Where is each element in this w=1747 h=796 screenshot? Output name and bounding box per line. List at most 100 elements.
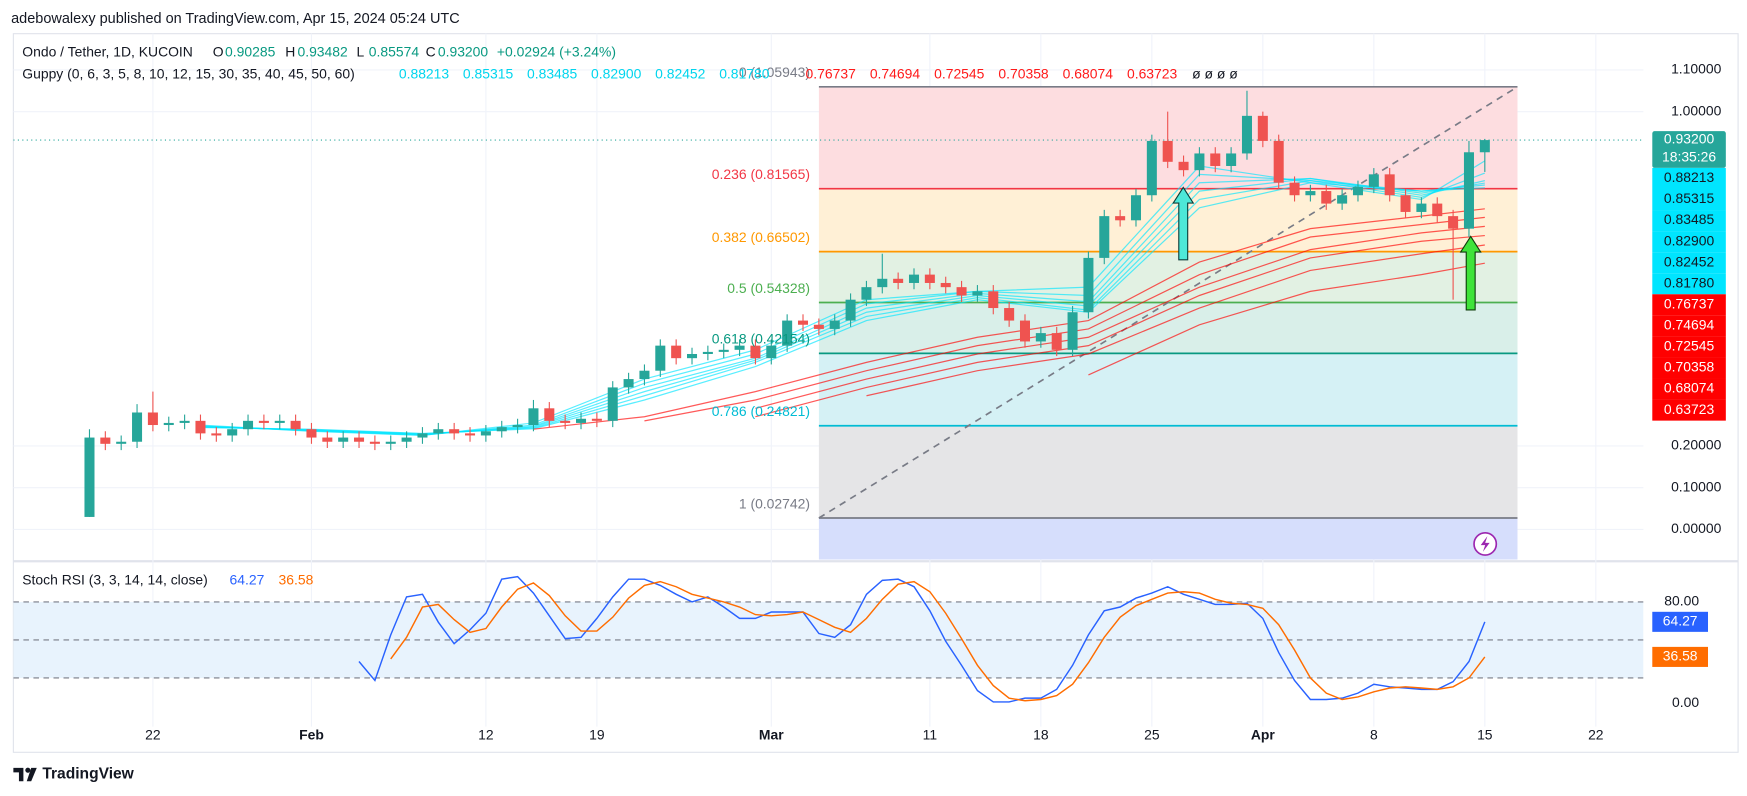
guppy-legend-value: 0.70358 bbox=[998, 66, 1049, 82]
candle-body bbox=[354, 437, 365, 442]
candle-body bbox=[734, 345, 745, 350]
candle-body bbox=[1352, 186, 1363, 196]
y-tick-label: 80.00 bbox=[1664, 593, 1699, 609]
guppy-legend-value: 0.83485 bbox=[527, 66, 578, 82]
x-tick-label: Apr bbox=[1251, 726, 1276, 742]
candle-body bbox=[132, 412, 143, 442]
guppy-line bbox=[866, 244, 1485, 397]
candle-body bbox=[813, 324, 824, 329]
candle-body bbox=[829, 320, 840, 329]
fib-band bbox=[818, 425, 1518, 519]
candle-body bbox=[1146, 140, 1157, 196]
candle-body bbox=[496, 427, 507, 432]
guppy-price-box bbox=[1652, 210, 1726, 232]
y-tick-label: 0.10000 bbox=[1671, 478, 1722, 494]
candle-body bbox=[877, 278, 888, 288]
ohlc-key: C bbox=[426, 43, 436, 59]
candle-body bbox=[845, 299, 856, 321]
guppy-na: ø ø ø ø bbox=[1192, 66, 1238, 82]
guppy-legend-value: 0.82900 bbox=[591, 66, 642, 82]
guppy-legend-value: 0.82452 bbox=[655, 66, 706, 82]
candle-body bbox=[1479, 140, 1490, 153]
x-tick-label: 15 bbox=[1477, 726, 1493, 742]
guppy-price-box bbox=[1652, 252, 1726, 274]
candle-body bbox=[750, 345, 761, 359]
candle-body bbox=[1162, 140, 1173, 162]
y-tick-label: 0.00000 bbox=[1671, 520, 1722, 536]
y-tick-label: 0.20000 bbox=[1671, 437, 1722, 453]
last-price-box bbox=[1652, 131, 1726, 168]
candle-body bbox=[385, 441, 396, 444]
candle-body bbox=[671, 345, 682, 359]
candle-body bbox=[591, 418, 602, 421]
candle-body bbox=[449, 429, 460, 434]
candle-body bbox=[782, 320, 793, 346]
candle-body bbox=[718, 349, 729, 352]
x-tick-label: Mar bbox=[759, 726, 784, 742]
fib-level-label: 0.236 (0.81565) bbox=[712, 166, 810, 182]
guppy-legend-value: 0.88213 bbox=[399, 66, 450, 82]
candle-body bbox=[1115, 216, 1126, 221]
x-tick-label: Feb bbox=[299, 726, 324, 742]
guppy-price-box bbox=[1652, 357, 1726, 379]
candle-body bbox=[1432, 203, 1443, 217]
guppy-price-box bbox=[1652, 399, 1726, 421]
candle-body bbox=[623, 379, 634, 388]
logo-text: TradingView bbox=[42, 766, 134, 783]
guppy-line bbox=[755, 225, 1485, 409]
countdown: 18:35:26 bbox=[1662, 149, 1716, 165]
candle-body bbox=[369, 441, 380, 444]
x-tick-label: 8 bbox=[1370, 726, 1378, 742]
x-tick-label: 11 bbox=[923, 726, 938, 742]
candle-body bbox=[940, 282, 951, 288]
guppy-legend-value: 0.68074 bbox=[1063, 66, 1114, 82]
candle-body bbox=[179, 420, 190, 423]
arrow-up-cyan bbox=[1172, 186, 1195, 261]
candle-body bbox=[972, 291, 983, 296]
candle-body bbox=[401, 437, 412, 442]
y-tick-label: 1.00000 bbox=[1671, 102, 1722, 118]
candle-body bbox=[84, 437, 95, 517]
logo bbox=[13, 767, 37, 782]
candle-body bbox=[465, 433, 476, 436]
candle-body bbox=[528, 408, 539, 426]
guppy-legend-value: 0.85315 bbox=[463, 66, 514, 82]
candle-body bbox=[227, 429, 238, 436]
fib-retracement bbox=[818, 86, 1518, 560]
guppy-legend-value: 0.74694 bbox=[870, 66, 921, 82]
guppy-price-label: 0.82900 bbox=[1664, 232, 1715, 248]
y-tick-label: 1.10000 bbox=[1671, 61, 1722, 77]
guppy-line bbox=[755, 234, 1485, 418]
guppy-title: Guppy (0, 6, 3, 5, 8, 10, 12, 15, 30, 35… bbox=[22, 66, 354, 82]
guppy-price-label: 0.74694 bbox=[1664, 317, 1715, 333]
fib-level-label: 0 (1.05943) bbox=[739, 64, 810, 80]
stoch-value-box bbox=[1652, 611, 1709, 632]
candle-body bbox=[1384, 174, 1395, 196]
candle-body bbox=[290, 420, 301, 430]
candle-body bbox=[147, 412, 158, 426]
guppy-price-box bbox=[1652, 167, 1726, 189]
candle-body bbox=[433, 429, 444, 434]
ohlc-key: H bbox=[285, 43, 295, 59]
stoch-value-label: 36.58 bbox=[1663, 648, 1698, 664]
guppy-price-label: 0.70358 bbox=[1664, 359, 1715, 375]
guppy-price-label: 0.81780 bbox=[1664, 274, 1715, 290]
fib-band bbox=[818, 353, 1518, 426]
fib-trend-line bbox=[818, 86, 1518, 519]
candle-body bbox=[1273, 140, 1284, 183]
attribution: adebowalexy published on TradingView.com… bbox=[11, 11, 460, 27]
candle-body bbox=[797, 320, 809, 325]
candle-body bbox=[306, 429, 317, 438]
ohlc-key: O bbox=[213, 43, 224, 59]
logo-slash bbox=[26, 767, 37, 782]
guppy-line bbox=[644, 216, 1485, 422]
candle-body bbox=[1083, 257, 1094, 313]
candle-body bbox=[1289, 182, 1300, 196]
fib-level-label: 0.5 (0.54328) bbox=[727, 280, 810, 296]
candle-body bbox=[322, 437, 333, 442]
guppy-price-box bbox=[1652, 378, 1726, 400]
candle-body bbox=[1416, 203, 1427, 212]
annotation-arrows bbox=[1172, 186, 1498, 556]
